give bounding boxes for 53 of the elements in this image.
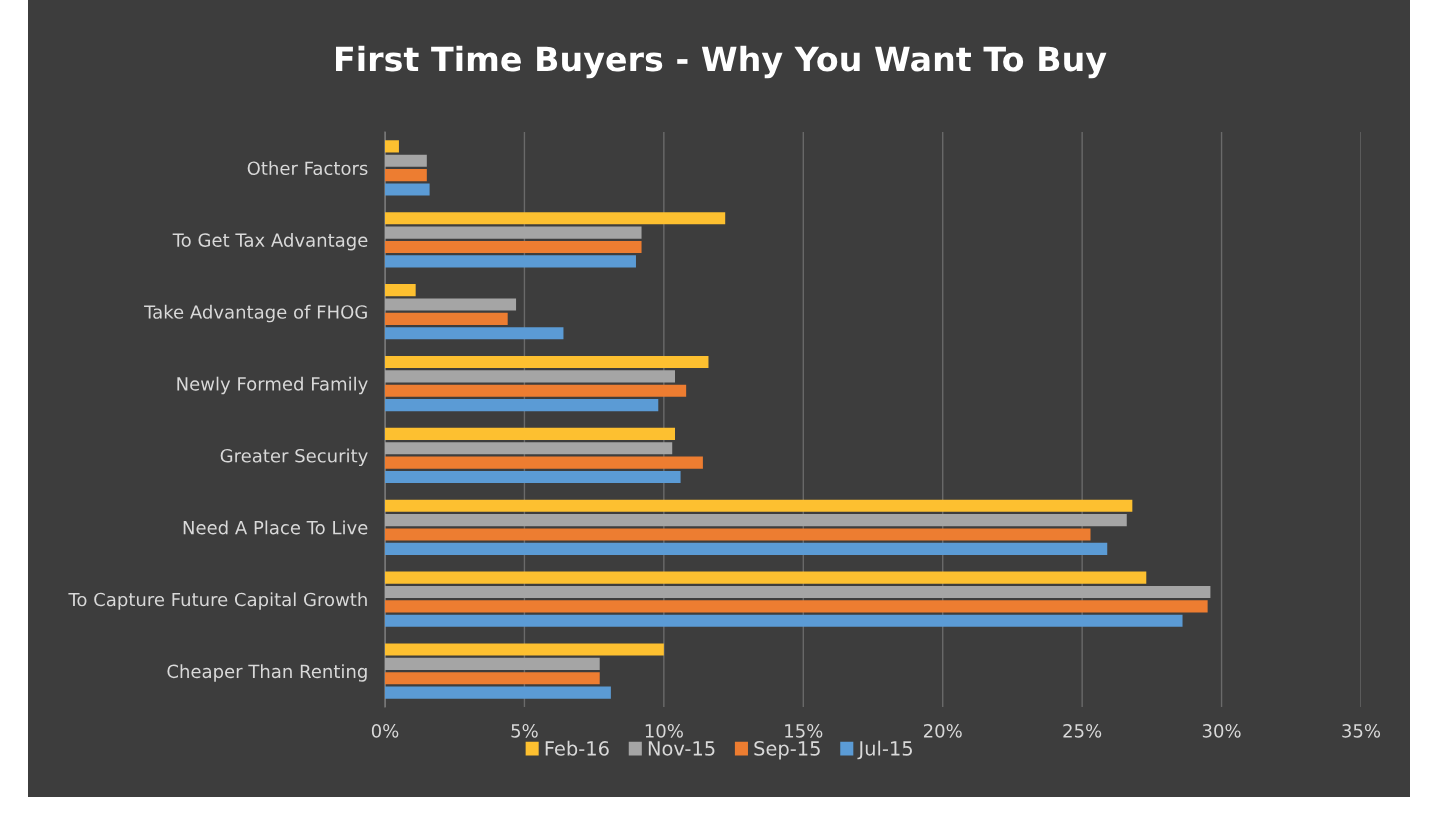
- bar: [385, 686, 611, 699]
- bar: [385, 384, 687, 397]
- bar: [385, 212, 726, 225]
- bar: [385, 657, 600, 670]
- bar: [385, 255, 636, 268]
- bar: [385, 643, 664, 656]
- bar: [385, 528, 1091, 541]
- bar: [385, 226, 642, 239]
- bar: [385, 183, 430, 196]
- legend-label: Feb-16: [545, 740, 609, 756]
- x-tick-label: 20%: [923, 723, 962, 738]
- bar: [385, 355, 709, 369]
- chart-title: First Time Buyers - Why You Want To Buy: [336, 45, 1107, 79]
- bar: [385, 614, 1183, 627]
- legend-label: Sep-15: [754, 741, 820, 760]
- bar: [385, 672, 600, 685]
- y-tick-label: Need A Place To Live: [183, 520, 368, 535]
- x-tick-label: 0%: [371, 723, 399, 738]
- bar: [385, 600, 1208, 613]
- legend-label: Jul-15: [857, 740, 912, 760]
- bar: [385, 542, 1108, 555]
- bar: [385, 585, 1211, 599]
- x-tick-label: 15%: [785, 723, 823, 738]
- y-tick-label: Greater Security: [220, 448, 368, 467]
- bar: [385, 284, 416, 297]
- bar: [385, 470, 681, 484]
- x-tick-label: 10%: [645, 723, 683, 738]
- bar: [385, 514, 1127, 527]
- y-tick-label: Other Factors: [247, 161, 368, 176]
- x-tick-label: 25%: [1063, 723, 1102, 738]
- legend-label: Nov-15: [648, 741, 715, 756]
- bar: [385, 327, 564, 340]
- bar: [385, 456, 703, 469]
- y-tick-label: To Capture Future Capital Growth: [68, 592, 367, 610]
- bar: [385, 442, 673, 455]
- bar: [385, 169, 427, 182]
- bar: [385, 399, 659, 412]
- bar: [385, 154, 427, 167]
- bar: [385, 427, 676, 440]
- y-tick-label: Take Advantage of FHOG: [144, 304, 367, 323]
- y-tick-label: To Get Tax Advantage: [172, 232, 368, 251]
- bar: [385, 298, 517, 311]
- bar: [385, 240, 642, 254]
- bar: [385, 370, 676, 383]
- x-tick-label: 30%: [1202, 723, 1241, 738]
- bar: [385, 140, 399, 153]
- bar: [385, 499, 1133, 512]
- x-tick-label: 5%: [511, 723, 538, 738]
- y-tick-label: Newly Formed Family: [177, 376, 368, 395]
- x-tick-label: 35%: [1342, 723, 1381, 738]
- bar: [385, 312, 508, 325]
- bar: [385, 571, 1147, 584]
- y-tick-label: Cheaper Than Renting: [167, 664, 367, 682]
